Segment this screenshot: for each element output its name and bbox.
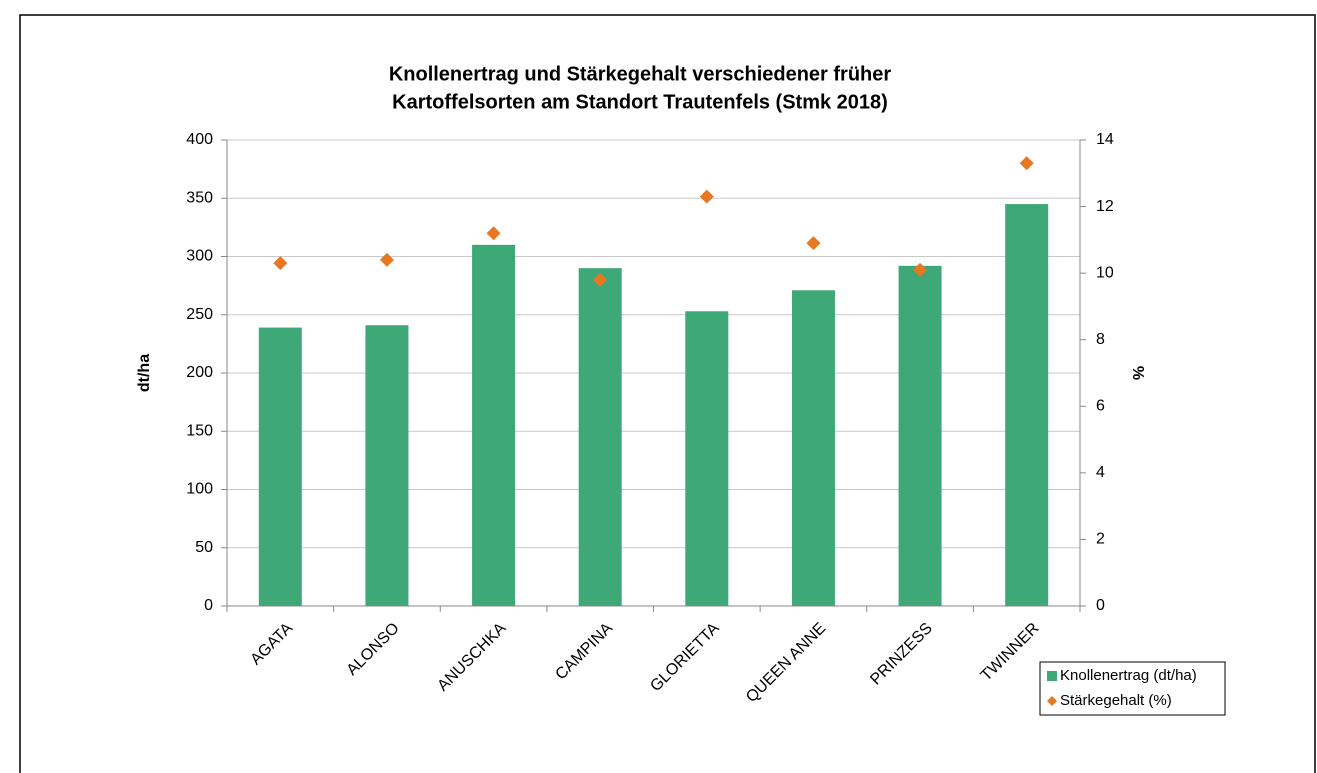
y-axis-label: dt/ha [136, 354, 153, 392]
x-tick-label: PRINZESS [867, 620, 936, 689]
bar [1005, 204, 1049, 606]
marker [273, 256, 288, 271]
bar [472, 244, 516, 606]
y-tick-label: 100 [186, 481, 213, 498]
y2-tick-label: 0 [1096, 597, 1105, 614]
x-tick-label: ANUSCHKA [434, 620, 509, 695]
x-tick-label: CAMPINA [552, 620, 616, 684]
legend-swatch [1047, 696, 1057, 706]
marker [699, 189, 714, 204]
marker [913, 262, 928, 277]
y2-tick-label: 6 [1096, 398, 1105, 415]
marker [379, 252, 394, 267]
chart-title: Kartoffelsorten am Standort Trautenfels … [392, 91, 888, 113]
marker [486, 226, 501, 241]
y-tick-label: 150 [186, 422, 213, 439]
y-tick-label: 400 [186, 131, 213, 148]
y2-tick-label: 10 [1096, 264, 1114, 281]
y-tick-label: 0 [204, 597, 213, 614]
x-tick-label: AGATA [247, 620, 296, 669]
marker [593, 272, 608, 287]
chart-border [19, 14, 1316, 773]
legend-swatch [1047, 671, 1057, 681]
chart-title: Knollenertrag und Stärkegehalt verschied… [389, 63, 892, 85]
y2-axis-label: % [1129, 366, 1146, 380]
x-tick-label: QUEEN ANNE [743, 620, 829, 706]
x-tick-label: TWINNER [978, 620, 1043, 685]
bar [898, 265, 942, 606]
y-tick-label: 200 [186, 364, 213, 381]
marker [806, 236, 821, 251]
bar [685, 311, 729, 606]
y-tick-label: 350 [186, 189, 213, 206]
bar [578, 268, 622, 606]
y2-tick-label: 12 [1096, 198, 1114, 215]
y-tick-label: 50 [195, 539, 213, 556]
y-tick-label: 250 [186, 306, 213, 323]
bar [791, 290, 835, 606]
x-tick-label: ALONSO [344, 620, 403, 679]
y2-tick-label: 2 [1096, 531, 1105, 548]
legend-label: Knollenertrag (dt/ha) [1060, 667, 1197, 684]
y2-tick-label: 14 [1096, 131, 1114, 148]
y2-tick-label: 8 [1096, 331, 1105, 348]
bar [365, 325, 409, 606]
legend-box [1039, 661, 1226, 716]
marker [1019, 156, 1034, 171]
legend-label: Stärkegehalt (%) [1060, 692, 1172, 709]
bar [258, 327, 302, 606]
y2-tick-label: 4 [1096, 464, 1105, 481]
y-tick-label: 300 [186, 248, 213, 265]
x-tick-label: GLORIETTA [647, 620, 723, 696]
